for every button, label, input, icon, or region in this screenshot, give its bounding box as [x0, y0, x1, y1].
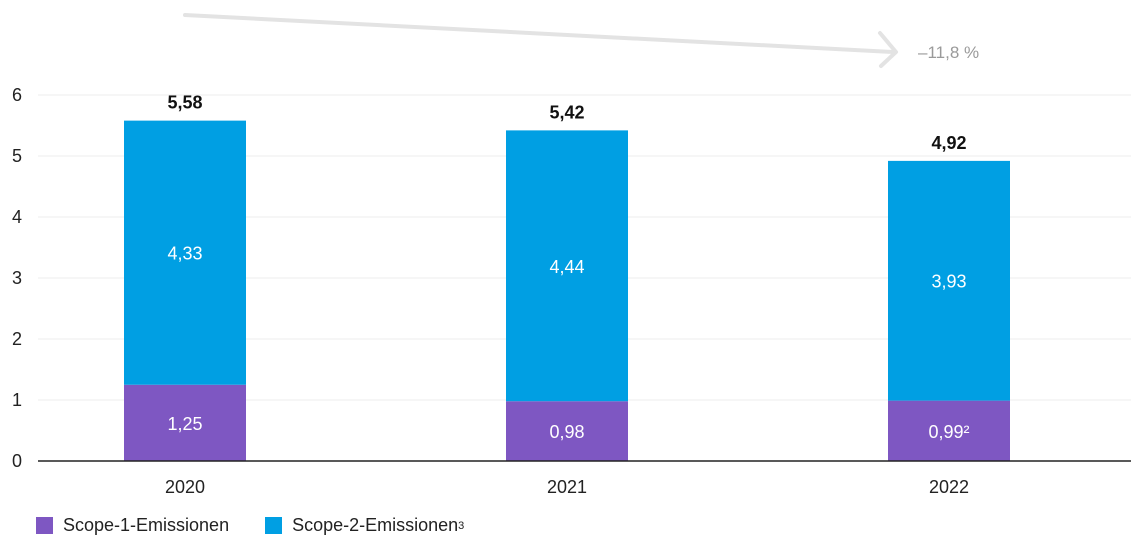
bar-2021-series-1 [506, 401, 628, 461]
data-label-2021-series-1: 0,98 [549, 422, 584, 442]
stacked-bar-chart: 0 1 2 3 4 5 6 1,25 4,33 5,58 2020 0,98 4,44 5,42 2021 0… [12, 13, 1131, 497]
bar-2022-series-1 [888, 400, 1010, 461]
bar-2022-series-2 [888, 160, 1010, 401]
bar-2020-series-2 [124, 120, 246, 385]
legend-label-scope1: Scope-1-Emissionen [63, 515, 230, 535]
trend-label: –11,8 % [918, 43, 979, 62]
y-tick-label-5: 5 [12, 146, 22, 166]
data-label-2022-series-2: 3,93 [931, 272, 966, 292]
legend-swatch-scope2 [265, 517, 283, 534]
chart-legend: Scope-1-Emissionen Scope-2-Emissionen 3 [36, 515, 500, 536]
y-tick-label-3: 3 [12, 268, 22, 288]
x-tick-label-2021: 2021 [547, 477, 587, 497]
legend-item-scope2: Scope-2-Emissionen 3 [265, 515, 464, 536]
x-tick-label-2022: 2022 [929, 477, 969, 497]
legend-item-scope1: Scope-1-Emissionen [36, 515, 229, 536]
legend-swatch-scope1 [36, 517, 53, 534]
legend-label-scope2: Scope-2-Emissionen [292, 515, 459, 535]
x-tick-label-2020: 2020 [165, 477, 205, 497]
y-tick-label-1: 1 [12, 390, 22, 410]
data-label-2020-series-2: 4,33 [167, 244, 202, 264]
bar-2020-series-1 [124, 384, 246, 461]
trend-arrow-head [878, 31, 898, 68]
bar-2021-series-2 [506, 130, 628, 402]
trend-arrow-line [183, 13, 895, 54]
y-tick-label-4: 4 [12, 207, 22, 227]
y-tick-label-6: 6 [12, 85, 22, 105]
total-label-2021: 5,42 [549, 102, 584, 122]
y-tick-label-0: 0 [12, 451, 22, 471]
data-label-2020-series-1: 1,25 [167, 414, 202, 434]
total-label-2020: 5,58 [167, 93, 202, 113]
data-label-2021-series-2: 4,44 [549, 257, 584, 277]
y-tick-label-2: 2 [12, 329, 22, 349]
total-label-2022: 4,92 [931, 133, 966, 153]
data-label-2022-series-1: 0,99² [928, 422, 969, 442]
